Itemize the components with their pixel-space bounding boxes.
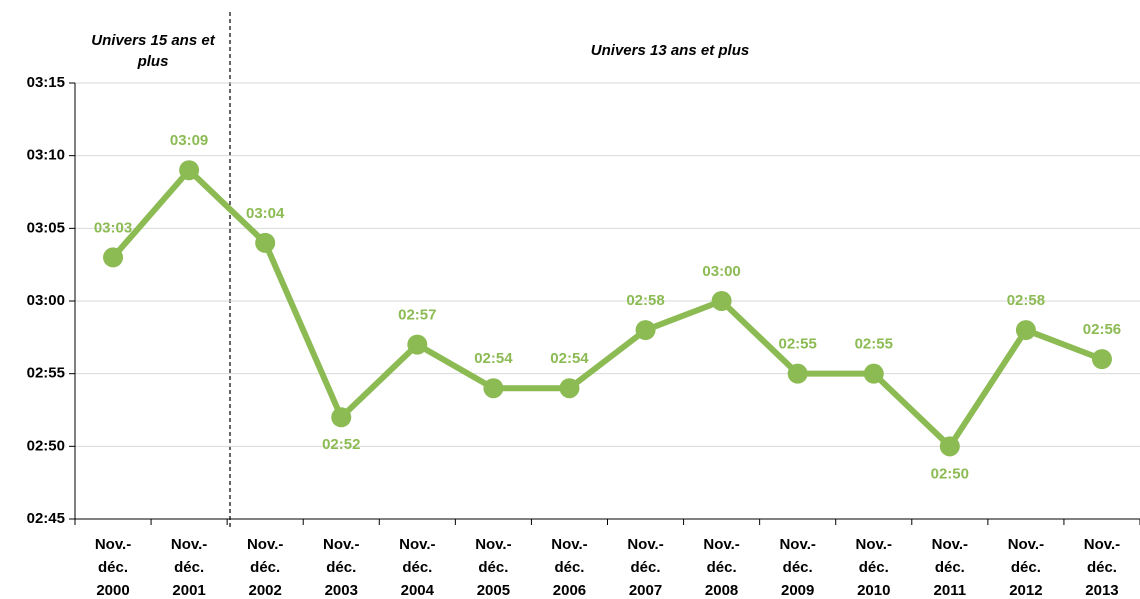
marker bbox=[331, 407, 352, 428]
data-label: 03:00 bbox=[702, 263, 740, 280]
marker bbox=[939, 436, 960, 457]
x-tick-label: Nov.-déc. 2011 bbox=[932, 536, 968, 599]
data-label: 02:54 bbox=[474, 350, 513, 367]
annotation: Univers 15 ans et plus bbox=[91, 32, 215, 70]
y-tick-label: 02:45 bbox=[27, 510, 65, 527]
marker bbox=[407, 334, 428, 355]
x-tick-label: Nov.-déc. 2003 bbox=[323, 536, 359, 599]
marker bbox=[559, 378, 580, 399]
y-tick-label: 02:50 bbox=[27, 437, 65, 454]
x-tick-label: Nov.-déc. 2002 bbox=[247, 536, 283, 599]
marker bbox=[863, 363, 884, 384]
data-label: 02:50 bbox=[931, 465, 969, 482]
y-tick-label: 03:10 bbox=[27, 147, 65, 164]
data-label: 03:09 bbox=[170, 132, 208, 149]
marker bbox=[103, 247, 124, 268]
data-label: 02:55 bbox=[855, 336, 893, 353]
data-label: 02:58 bbox=[626, 292, 664, 309]
x-tick-label: Nov.-déc. 2009 bbox=[779, 536, 815, 599]
data-label: 02:56 bbox=[1083, 321, 1121, 338]
marker bbox=[255, 232, 276, 253]
y-tick-label: 03:05 bbox=[27, 219, 65, 236]
x-tick-label: Nov.-déc. 2004 bbox=[399, 536, 435, 599]
marker bbox=[711, 291, 732, 311]
x-tick-label: Nov.-déc. 2006 bbox=[551, 536, 587, 599]
data-label: 02:54 bbox=[550, 350, 589, 367]
data-label: 03:03 bbox=[94, 219, 132, 236]
x-tick-label: Nov.-déc. 2005 bbox=[475, 536, 511, 599]
data-label: 02:55 bbox=[778, 336, 816, 353]
data-label: 03:04 bbox=[246, 205, 285, 222]
y-tick-label: 03:00 bbox=[27, 292, 65, 309]
x-tick-label: Nov.-déc. 2000 bbox=[95, 536, 131, 599]
x-tick-label: Nov.-déc. 2008 bbox=[703, 536, 739, 599]
marker bbox=[1091, 349, 1112, 370]
line bbox=[110, 167, 1104, 450]
annotation: Univers 13 ans et plus bbox=[590, 42, 750, 59]
data-label: 02:52 bbox=[322, 436, 360, 453]
x-tick-label: Nov.-déc. 2010 bbox=[856, 536, 892, 599]
marker bbox=[179, 160, 200, 181]
marker bbox=[787, 363, 808, 384]
y-tick-label: 03:15 bbox=[27, 74, 65, 91]
data-label: 02:57 bbox=[398, 307, 436, 324]
marker bbox=[1015, 320, 1036, 341]
marker bbox=[483, 378, 504, 399]
x-tick-label: Nov.-déc. 2007 bbox=[627, 536, 663, 599]
x-tick-label: Nov.-déc. 2012 bbox=[1008, 536, 1044, 599]
x-tick-label: Nov.-déc. 2013 bbox=[1084, 536, 1120, 599]
y-tick-label: 02:55 bbox=[27, 365, 65, 382]
marker bbox=[635, 320, 656, 341]
data-label: 02:58 bbox=[1007, 292, 1045, 309]
x-tick-label: Nov.-déc. 2001 bbox=[171, 536, 207, 599]
